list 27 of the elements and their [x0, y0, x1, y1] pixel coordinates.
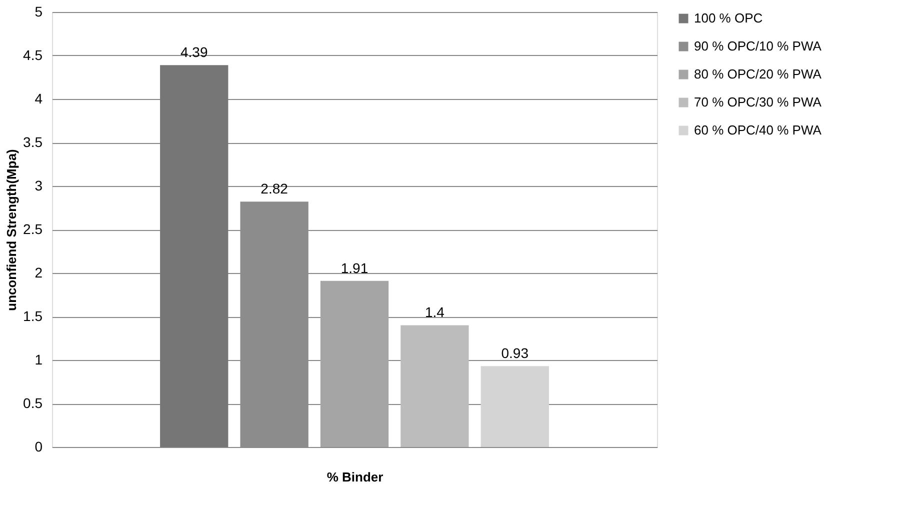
legend-label: 60 % OPC/40 % PWA	[694, 122, 822, 138]
y-tick-label: 4	[34, 90, 43, 106]
y-tick-label: 0	[34, 438, 43, 454]
y-tick-label: 4.5	[23, 47, 43, 63]
y-tick-label: 1.5	[23, 308, 43, 324]
y-tick-label: 0.5	[23, 395, 43, 411]
y-tick-label: 2	[34, 264, 43, 280]
y-tick-label: 2.5	[23, 221, 43, 237]
y-tick-label: 3	[34, 178, 43, 194]
data-label: 2.82	[260, 180, 288, 197]
bar	[320, 280, 389, 447]
legend-label: 100 % OPC	[694, 10, 763, 26]
legend-label: 70 % OPC/30 % PWA	[694, 94, 822, 110]
data-label: 4.39	[180, 44, 208, 60]
data-label: 1.4	[424, 304, 445, 320]
y-tick-label: 5	[34, 4, 43, 20]
y-tick-label: 1	[34, 352, 43, 368]
data-label: 0.93	[501, 345, 529, 362]
y-axis-title: unconfiend Strength(Mpa)	[4, 149, 20, 311]
y-tick-label: 3.5	[23, 134, 43, 150]
legend-label: 80 % OPC/20 % PWA	[694, 66, 822, 82]
data-label: 1.91	[340, 260, 368, 276]
bar	[480, 366, 549, 447]
bar	[160, 65, 228, 447]
legend-label: 90 % OPC/10 % PWA	[694, 38, 822, 54]
bar	[400, 325, 469, 447]
x-axis-title: % Binder	[326, 470, 384, 484]
